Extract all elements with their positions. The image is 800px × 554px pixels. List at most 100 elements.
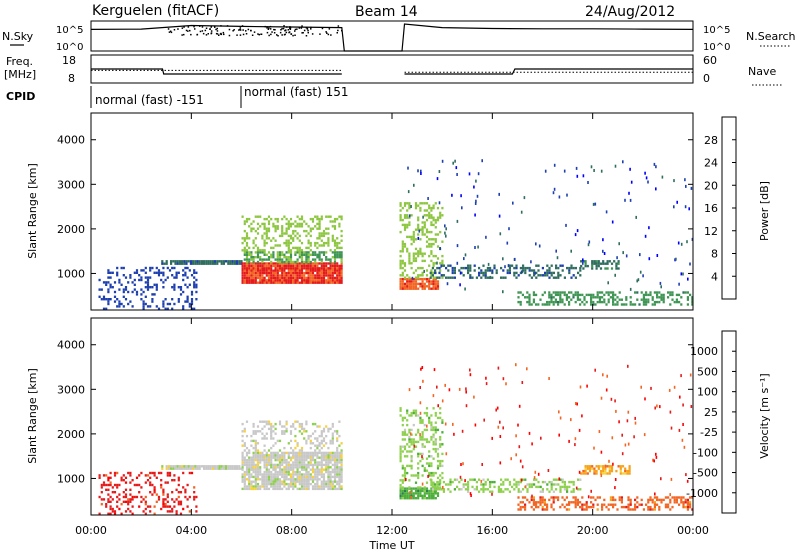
heatmap-cell [303, 279, 306, 282]
cpid-row: CPID normal (fast) -151 normal (fast) 15… [6, 85, 348, 108]
heatmap-cell [604, 262, 607, 265]
heatmap-cell [414, 202, 418, 205]
heatmap-cell [250, 485, 253, 488]
heatmap-cell [181, 262, 184, 265]
heatmap-cell [309, 276, 312, 280]
heatmap-cell [285, 279, 288, 282]
heatmap-cell [459, 475, 462, 479]
heatmap-cell [645, 300, 648, 304]
heatmap-cell [265, 271, 268, 275]
heatmap-cell [506, 271, 509, 275]
heatmap-cell [243, 237, 246, 240]
heatmap-cell [615, 267, 618, 270]
heatmap-cell [294, 229, 297, 233]
heatmap-cell [287, 246, 290, 250]
heatmap-cell [305, 430, 308, 433]
heatmap-cell [300, 274, 304, 277]
heatmap-cell [116, 505, 119, 508]
heatmap-cell [318, 468, 321, 471]
heatmap-cell [311, 456, 315, 459]
heatmap-cell [322, 229, 326, 233]
heatmap-cell [259, 258, 262, 261]
heatmap-cell [267, 461, 271, 464]
heatmap-cell [272, 269, 275, 272]
heatmap-cell [124, 488, 128, 491]
heatmap-cell [241, 281, 244, 284]
heatmap-cell [686, 498, 689, 502]
heatmap-cell [561, 485, 564, 489]
heatmap-cell [325, 281, 328, 284]
heatmap-cell [417, 476, 420, 480]
heatmap-cell [496, 406, 499, 410]
heatmap-cell [276, 251, 279, 254]
heatmap-cell [419, 452, 422, 456]
heatmap-cell [421, 431, 424, 434]
heatmap-cell [436, 480, 439, 484]
heatmap-cell [333, 269, 337, 272]
heatmap-cell [278, 466, 282, 469]
heatmap-cell [287, 274, 290, 277]
heatmap-cell [272, 468, 275, 471]
heatmap-cell [300, 262, 304, 265]
heatmap-cell [410, 214, 413, 217]
heatmap-cell [439, 474, 442, 477]
heatmap-cell [272, 437, 275, 440]
heatmap-cell [460, 271, 463, 275]
heatmap-cell [412, 230, 415, 234]
heatmap-cell [276, 470, 279, 474]
heatmap-cell [186, 298, 189, 301]
heatmap-cell [680, 501, 683, 504]
heatmap-cell [595, 465, 598, 468]
heatmap-cell [216, 260, 219, 263]
heatmap-cell [133, 271, 136, 274]
heatmap-cell [311, 227, 315, 230]
heatmap-cell [318, 485, 321, 488]
heatmap-cell [410, 428, 413, 432]
heatmap-cell [434, 490, 437, 493]
heatmap-cell [441, 471, 444, 475]
heatmap-cell [320, 279, 323, 282]
heatmap-cell [164, 481, 167, 484]
heatmap-cell [289, 253, 293, 256]
heatmap-cell [532, 496, 535, 499]
heatmap-cell [511, 485, 514, 489]
heatmap-cell [303, 251, 306, 254]
heatmap-cell [633, 435, 635, 439]
heatmap-cell [537, 501, 540, 504]
heatmap-cell [307, 473, 310, 476]
heatmap-cell [660, 296, 663, 299]
heatmap-cell [521, 496, 524, 499]
heatmap-cell [405, 478, 407, 481]
heatmap-cell [177, 491, 180, 494]
heatmap-cell [401, 474, 404, 477]
heatmap-cell [605, 505, 608, 509]
heatmap-cell [683, 445, 686, 449]
heatmap-cell [248, 281, 251, 284]
heatmap-cell [436, 494, 440, 497]
heatmap-cell [513, 266, 516, 270]
heatmap-cell [541, 274, 544, 277]
heatmap-cell [464, 253, 467, 257]
heatmap-cell [173, 283, 176, 286]
heatmap-cell [419, 459, 422, 463]
heatmap-cell [541, 508, 544, 511]
heatmap-cell [325, 251, 328, 254]
heatmap-cell [254, 446, 257, 450]
heatmap-cell [532, 293, 535, 297]
heatmap-cell [669, 410, 672, 414]
heatmap-cell [274, 281, 277, 284]
heatmap-cell [263, 463, 266, 467]
heatmap-cell [340, 473, 343, 476]
heatmap-cell [582, 258, 584, 262]
heatmap-cell [294, 439, 297, 443]
heatmap-cell [303, 262, 306, 265]
heatmap-cell [283, 456, 286, 459]
heatmap-cell [256, 262, 260, 265]
heatmap-cell [292, 274, 295, 277]
heatmap-cell [441, 419, 444, 422]
heatmap-cell [188, 302, 191, 306]
heatmap-cell [401, 489, 404, 493]
heatmap-cell [285, 473, 288, 476]
heatmap-cell [582, 267, 585, 270]
heatmap-cell [539, 503, 542, 506]
